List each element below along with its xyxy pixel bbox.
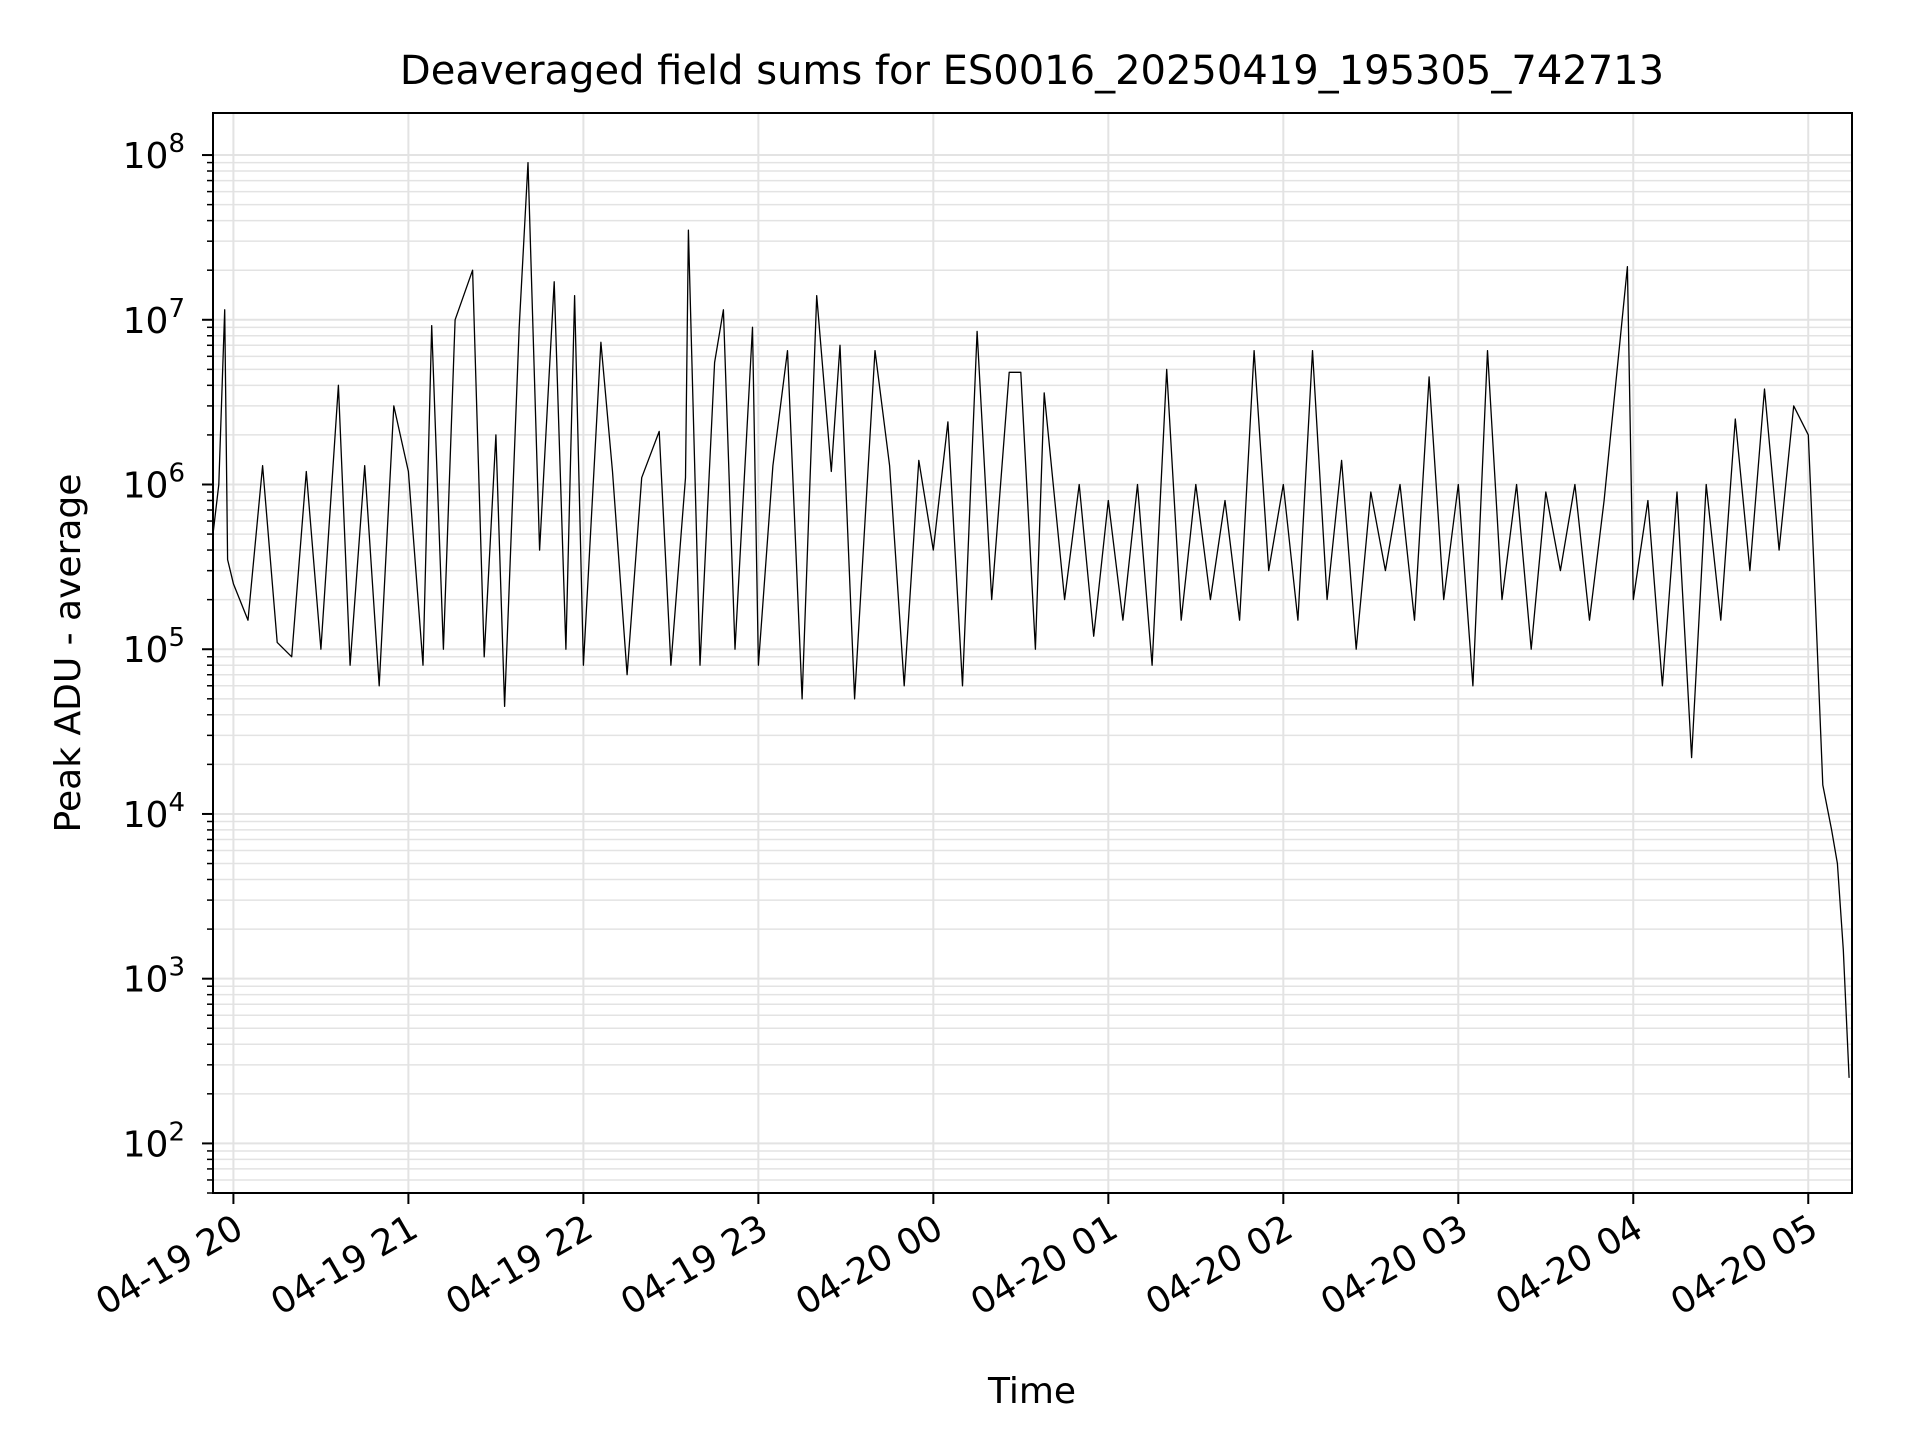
- x-axis-label: Time: [987, 1371, 1076, 1412]
- y-axis: 102 103 104 105 106 107 108: [123, 129, 213, 1194]
- y-tick-label: 104: [123, 788, 185, 836]
- plot-frame: [212, 112, 1853, 1194]
- y-tick-label: 102: [123, 1117, 185, 1165]
- y-tick-label: 108: [123, 129, 185, 177]
- y-tick-label: 107: [123, 294, 185, 342]
- grid-lines: [213, 113, 1852, 1194]
- y-tick-label: 103: [123, 953, 185, 1001]
- chart-title: Deaveraged field sums for ES0016_2025041…: [400, 48, 1664, 94]
- series-line: [212, 161, 1850, 1078]
- y-axis-label: Peak ADU - average: [48, 474, 89, 833]
- y-tick-label: 105: [123, 623, 185, 671]
- y-tick-label: 106: [123, 459, 185, 507]
